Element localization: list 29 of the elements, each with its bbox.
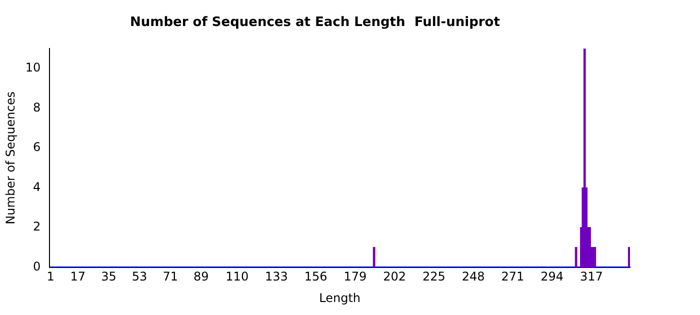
x-tick-label: 248: [462, 270, 485, 284]
x-tick-label: 294: [540, 270, 564, 284]
x-tick-label: 317: [580, 270, 603, 284]
y-tick-label: 0: [33, 259, 41, 274]
x-tick-label: 271: [501, 270, 524, 284]
x-tick-label: 35: [101, 270, 116, 284]
bar: [583, 48, 586, 268]
bar: [628, 247, 630, 268]
y-axis-title: Number of Sequences: [3, 91, 18, 224]
x-tick-label: 110: [226, 270, 249, 284]
y-tick-label: 6: [33, 140, 41, 154]
y-tick-label: 10: [25, 60, 41, 75]
y-tick-label: 8: [33, 100, 41, 114]
bar: [372, 247, 376, 268]
x-tick-label: 17: [70, 270, 86, 284]
chart-title: Number of Sequences at Each Length Full-uniprot: [130, 15, 500, 30]
x-tick-label: 225: [422, 270, 446, 284]
x-tick-label: 1: [46, 270, 54, 284]
x-tick-label: 71: [162, 270, 178, 284]
bar: [574, 247, 578, 268]
x-tick-label: 133: [265, 270, 288, 284]
y-tick-label: 4: [33, 180, 41, 194]
x-tick-label: 179: [344, 270, 367, 284]
x-tick-label: 156: [304, 270, 328, 284]
x-axis-title: Length: [319, 290, 361, 305]
x-tick-label: 53: [132, 270, 148, 284]
x-tick-label: 202: [383, 270, 406, 284]
x-tick-label: 89: [194, 270, 209, 284]
y-tick-label: 2: [33, 220, 41, 234]
